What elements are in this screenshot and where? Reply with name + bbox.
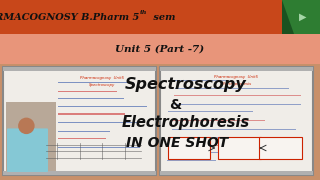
Bar <box>282 0 320 34</box>
FancyBboxPatch shape <box>7 128 48 172</box>
Bar <box>170 145 295 146</box>
Polygon shape <box>282 0 294 34</box>
Bar <box>3 171 156 175</box>
Bar <box>218 137 261 159</box>
Bar <box>173 129 261 130</box>
Bar <box>169 160 264 161</box>
Text: Pharmacognosy  Unit5: Pharmacognosy Unit5 <box>214 75 259 79</box>
Bar <box>0 34 320 64</box>
Bar <box>165 111 289 112</box>
Bar <box>160 67 313 175</box>
Bar <box>58 131 123 132</box>
Bar <box>58 122 135 123</box>
Bar <box>58 138 119 139</box>
Bar <box>160 67 313 71</box>
Bar <box>6 102 56 171</box>
Bar <box>58 98 105 99</box>
Bar <box>168 137 211 159</box>
Bar <box>58 106 116 107</box>
Text: Spectroscopy: Spectroscopy <box>89 83 116 87</box>
Text: Electrophoresis: Electrophoresis <box>122 114 250 129</box>
Text: th: th <box>140 10 148 15</box>
Bar <box>170 120 217 121</box>
Bar <box>58 147 138 148</box>
Bar <box>58 91 147 92</box>
Text: Pharmacognosy  Unit5: Pharmacognosy Unit5 <box>80 76 124 80</box>
Bar <box>174 152 298 153</box>
Bar <box>173 137 282 138</box>
Bar <box>58 82 145 83</box>
Text: &: & <box>170 98 182 112</box>
Bar <box>3 67 156 175</box>
Bar <box>169 104 249 105</box>
Text: Spectroscopy: Spectroscopy <box>125 77 246 92</box>
Bar <box>260 137 302 159</box>
Bar <box>165 87 234 89</box>
Bar <box>0 64 320 180</box>
Text: Electrophoresis: Electrophoresis <box>221 82 252 86</box>
Bar <box>0 0 320 34</box>
Text: Unit 5 (Part -7): Unit 5 (Part -7) <box>116 44 204 53</box>
Bar <box>3 67 156 71</box>
Bar <box>172 80 271 81</box>
Bar <box>169 95 264 96</box>
Circle shape <box>18 118 35 134</box>
Text: ▶: ▶ <box>299 12 307 22</box>
Text: IN ONE SHOT: IN ONE SHOT <box>126 136 229 150</box>
Bar <box>160 171 313 175</box>
Text: sem: sem <box>150 12 175 21</box>
Text: PHARMACOGNOSY B.Pharm 5: PHARMACOGNOSY B.Pharm 5 <box>0 12 139 21</box>
Bar <box>58 113 137 114</box>
